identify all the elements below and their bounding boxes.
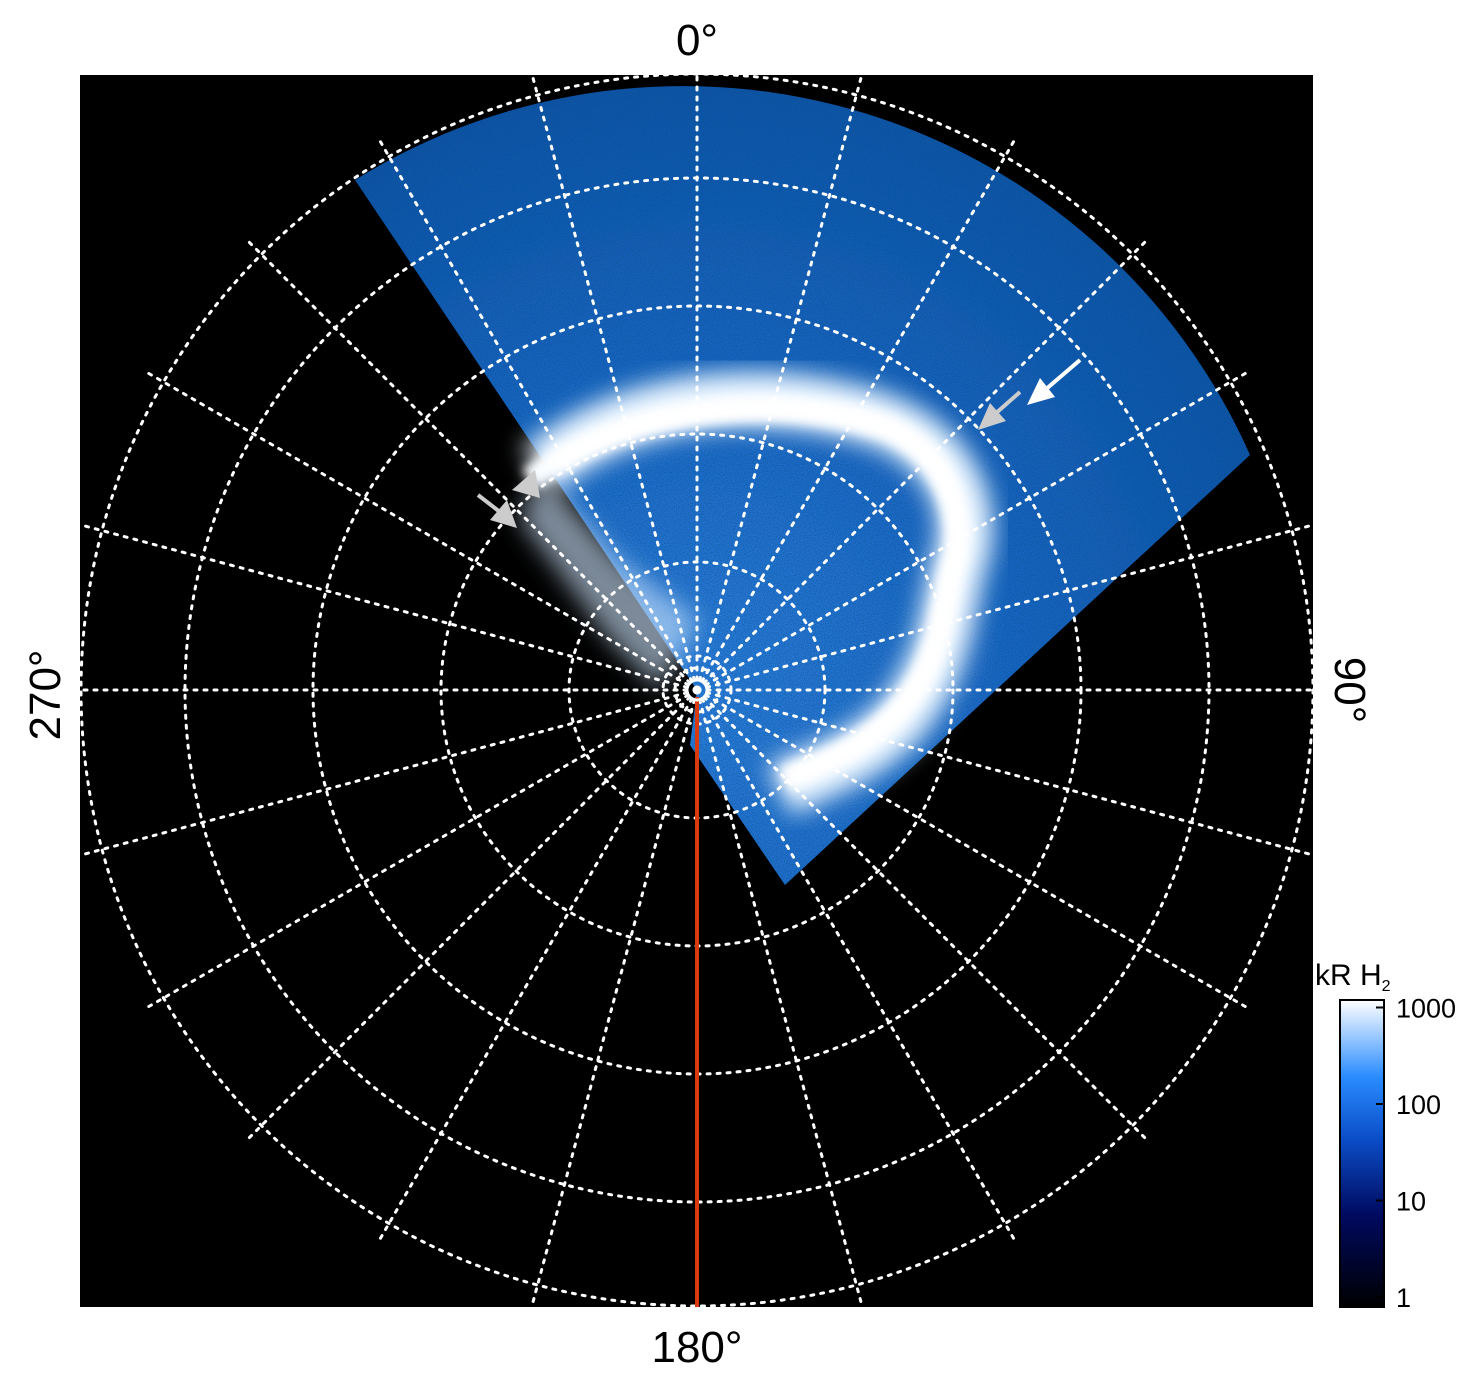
label-bottom: 180° (651, 1323, 742, 1372)
pole-marker (685, 678, 709, 702)
grid-radial (242, 688, 699, 1145)
grid-radial (375, 688, 699, 1246)
grid-radial (695, 235, 1152, 692)
colorbar-title-sub: 2 (1382, 978, 1391, 995)
grid-radial (80, 688, 699, 857)
colorbar-ticks: 1 10 100 1000 (1376, 994, 1456, 1313)
colorbar (1339, 999, 1385, 1308)
grid-radial (80, 523, 699, 692)
grid-radial (695, 688, 1152, 1145)
grid-radial (695, 368, 1253, 692)
label-top: 0° (676, 16, 718, 65)
grid-radial (530, 75, 699, 692)
grid-radial (141, 368, 699, 692)
aurora-image (80, 75, 1313, 1307)
colorbar-tick-label: 100 (1396, 1090, 1441, 1120)
label-left: 270° (21, 649, 70, 740)
bright-region (520, 470, 700, 690)
grid-radial (141, 688, 699, 1012)
label-right: 90° (1325, 657, 1374, 724)
colorbar-title: kR H2 (1315, 959, 1391, 995)
arrows (476, 358, 1082, 528)
grid-radial (242, 235, 699, 692)
grid-radial (530, 688, 699, 1307)
observed-sector (355, 86, 1250, 886)
grid-radial (695, 688, 1253, 1012)
grid-radial (695, 75, 864, 692)
grid-radial (375, 134, 699, 692)
grid-radial (695, 523, 1313, 692)
colorbar-tick-label: 1 (1396, 1283, 1411, 1313)
colorbar-title-main: kR H (1315, 959, 1382, 992)
colorbar-tick-label: 10 (1396, 1187, 1426, 1217)
grid-radial (695, 134, 1019, 692)
auroral-oval (522, 395, 971, 792)
grid-radial (695, 688, 864, 1307)
grid-radial (695, 688, 1313, 857)
grid-radial (695, 688, 1019, 1246)
colorbar-tick-label: 1000 (1396, 994, 1456, 1024)
